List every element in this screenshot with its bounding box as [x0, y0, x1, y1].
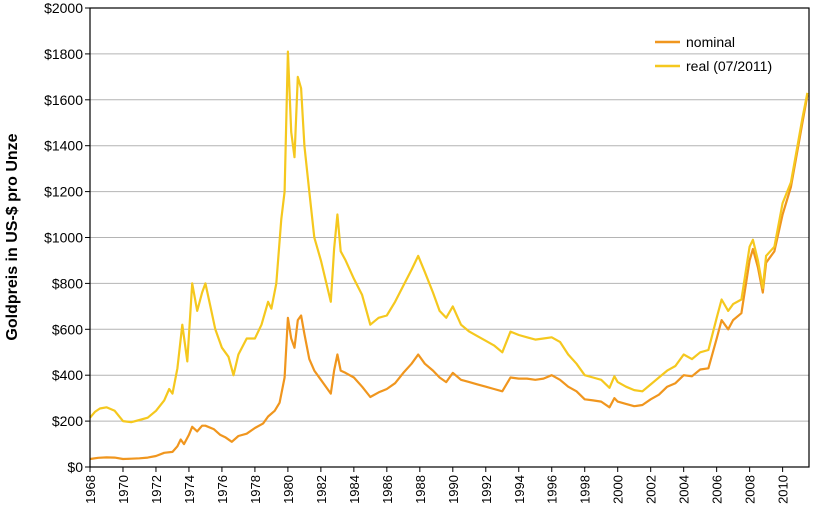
x-tick-label: 2010 — [776, 475, 791, 504]
x-tick-label: 1998 — [578, 475, 593, 504]
y-tick-label: $600 — [52, 321, 83, 337]
x-tick-label: 1978 — [248, 475, 263, 504]
x-tick-label: 2000 — [611, 475, 626, 504]
x-tick-label: 1976 — [215, 475, 230, 504]
y-tick-label: $1800 — [44, 46, 83, 62]
series-line-real — [89, 50, 809, 424]
series-lines — [89, 50, 809, 461]
x-tick-label: 2002 — [644, 475, 659, 504]
y-tick-label: $200 — [52, 413, 83, 429]
x-tick-label: 1996 — [545, 475, 560, 504]
y-axis-label: Goldpreis in US-$ pro Unze — [4, 133, 21, 340]
x-tick-label: 1974 — [182, 475, 197, 504]
legend-label: nominal — [686, 34, 735, 50]
x-tick-label: 2006 — [710, 475, 725, 504]
y-tick-label: $0 — [67, 459, 83, 475]
y-tick-label: $1200 — [44, 184, 83, 200]
y-tick-label: $800 — [52, 275, 83, 291]
y-axis-ticks: $0 $200 $400 $600 $800 $1000 $1200 $1400 $1600 $1… — [44, 0, 90, 475]
x-tick-label: 1992 — [479, 475, 494, 504]
y-tick-label: $1400 — [44, 138, 83, 154]
x-tick-label: 1988 — [413, 475, 428, 504]
grid-lines — [90, 53, 809, 422]
x-tick-label: 1980 — [281, 475, 296, 504]
x-tick-label: 1972 — [149, 475, 164, 504]
x-tick-label: 1990 — [446, 475, 461, 504]
x-tick-label: 1982 — [314, 475, 329, 504]
x-axis-ticks: 1968 1970 1972 1974 1976 1978 1980 1982 1984 1986… — [83, 467, 791, 504]
x-tick-label: 1984 — [347, 475, 362, 504]
y-tick-label: $400 — [52, 367, 83, 383]
series-line-nominal — [89, 95, 809, 461]
x-tick-label: 2008 — [743, 475, 758, 504]
y-tick-label: $1000 — [44, 230, 83, 246]
x-tick-label: 1986 — [380, 475, 395, 504]
legend: nominal real (07/2011) — [655, 34, 772, 74]
x-tick-label: 1970 — [116, 475, 131, 504]
x-tick-label: 2004 — [677, 475, 692, 504]
y-tick-label: $1600 — [44, 92, 83, 108]
x-tick-label: 1968 — [83, 475, 98, 504]
x-tick-label: 1994 — [512, 475, 527, 504]
legend-label: real (07/2011) — [686, 58, 772, 74]
y-tick-label: $2000 — [44, 0, 83, 16]
